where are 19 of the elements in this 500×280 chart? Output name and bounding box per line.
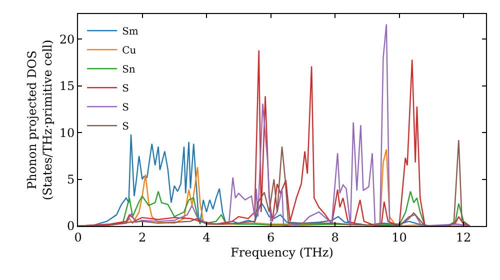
x-tick-label: 2: [138, 230, 146, 244]
x-tick-label: 6: [266, 230, 275, 244]
legend-label: Sm: [122, 26, 139, 38]
x-axis-title: Frequency (THz): [230, 245, 334, 260]
x-tick-label: 10: [392, 230, 407, 244]
y-tick-label: 10: [59, 126, 75, 140]
y-tick-label: 20: [59, 32, 75, 46]
y-tick-label: 0: [66, 219, 75, 234]
x-tick-label: 12: [456, 230, 472, 244]
legend-label: S: [122, 122, 130, 133]
x-tick-label: 4: [202, 230, 211, 244]
legend-label: Sn: [122, 64, 136, 76]
x-tick-label: 8: [331, 230, 339, 244]
y-axis-title: Phonon projected DOS (States/THz·primitive cell): [25, 40, 55, 200]
legend-label: Cu: [122, 46, 137, 57]
legend-label: S: [122, 84, 130, 95]
y-tick-label: 5: [66, 172, 75, 186]
y-tick-label: 15: [59, 79, 75, 94]
legend-label: S: [122, 102, 130, 114]
